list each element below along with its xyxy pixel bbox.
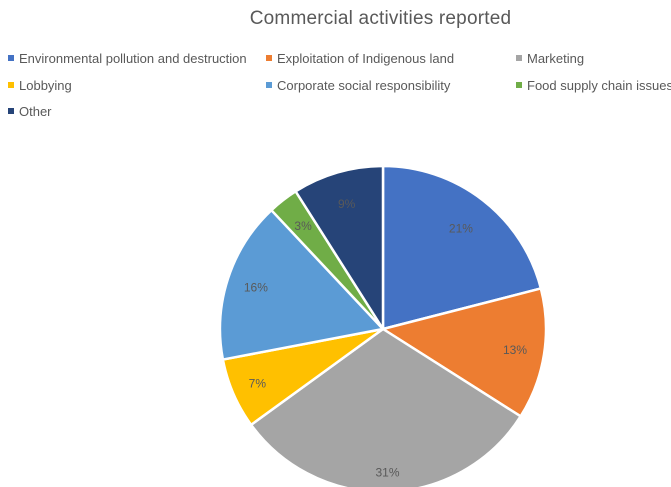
legend-item-corporate-social-responsibility: Corporate social responsibility	[266, 76, 450, 94]
slice-data-label: 13%	[503, 343, 527, 357]
legend-item-lobbying: Lobbying	[8, 76, 72, 94]
legend-swatch	[516, 82, 522, 88]
legend-label: Marketing	[527, 50, 585, 66]
pie-slice-exploitation-of-indigenous-land	[381, 287, 548, 418]
legend-label: Exploitation of Indigenous land	[277, 50, 455, 66]
legend-label: Environmental pollution and destruction	[19, 50, 247, 66]
pie-slice-marketing	[249, 327, 522, 487]
chart-title: Commercial activities reported	[249, 8, 512, 29]
legend-swatch	[266, 55, 272, 61]
slice-data-label: 31%	[375, 465, 399, 479]
pie-slice-environmental-pollution-and-destruction	[381, 164, 543, 331]
pie-slice-corporate-social-responsibility	[218, 208, 385, 361]
legend-item-food-supply-chain: Food supply chain issues	[516, 76, 671, 94]
legend-label: Corporate social responsibility	[277, 77, 451, 93]
legend-label: Food supply chain issues	[527, 77, 671, 93]
legend-swatch	[516, 55, 522, 61]
legend-label: Lobbying	[19, 77, 72, 93]
legend-item-exploitation-indigenous-land: Exploitation of Indigenous land	[266, 49, 454, 67]
slice-data-label: 9%	[338, 197, 356, 211]
legend-swatch	[8, 108, 14, 114]
legend-item-other: Other	[8, 102, 52, 120]
legend-label: Other	[19, 103, 52, 119]
slice-data-label: 16%	[244, 281, 268, 295]
chart-legend: Environmental pollution and destruction …	[8, 49, 671, 121]
slice-data-label: 7%	[249, 376, 267, 390]
legend-item-environmental-pollution: Environmental pollution and destruction	[8, 49, 247, 67]
legend-item-marketing: Marketing	[516, 49, 584, 67]
legend-swatch	[8, 55, 14, 61]
slice-data-label: 21%	[449, 222, 473, 236]
slice-data-label: 3%	[294, 219, 312, 233]
pie-slice-other	[294, 164, 385, 331]
legend-swatch	[8, 82, 14, 88]
legend-swatch	[266, 82, 272, 88]
